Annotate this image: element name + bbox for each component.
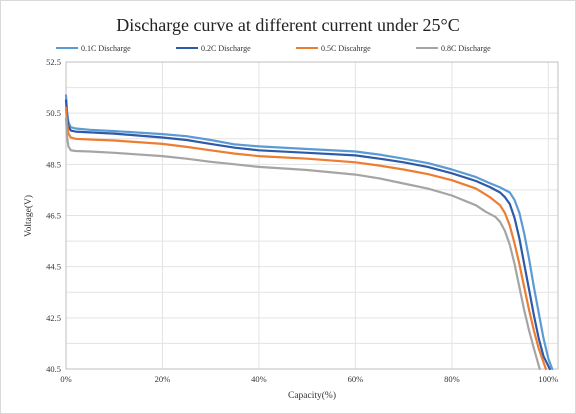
series-line	[64, 106, 548, 371]
legend-label: 0.5C Discahrge	[321, 44, 371, 53]
y-axis-label: Voltage(V)	[23, 195, 34, 237]
x-axis: 0% 20% 40% 60% 80% 100%	[60, 374, 558, 384]
x-tick-label: 40%	[251, 374, 267, 384]
y-tick-label: 48.5	[46, 159, 61, 169]
chart-title: Discharge curve at different current und…	[116, 15, 459, 35]
series-lines	[64, 94, 554, 371]
x-tick-label: 80%	[444, 374, 460, 384]
legend-label: 0.2C Discharge	[201, 44, 251, 53]
chart-grid	[65, 61, 558, 370]
y-tick-label: 44.5	[46, 262, 61, 272]
series-line	[64, 94, 554, 371]
y-axis: 40.5 42.5 44.5 46.5 48.5 50.5 52.5	[46, 57, 61, 374]
y-tick-label: 50.5	[46, 108, 61, 118]
y-tick-label: 42.5	[46, 313, 61, 323]
y-tick-label: 52.5	[46, 57, 61, 67]
x-axis-label: Capacity(%)	[288, 390, 336, 401]
x-tick-label: 60%	[348, 374, 364, 384]
chart-legend: 0.1C Discharge 0.2C Discharge 0.5C Discahr…	[56, 44, 491, 53]
x-tick-label: 0%	[60, 374, 71, 384]
series-line	[64, 117, 541, 371]
legend-label: 0.1C Discharge	[81, 44, 131, 53]
legend-label: 0.8C Discharge	[441, 44, 491, 53]
y-tick-label: 46.5	[46, 211, 61, 221]
series-line	[64, 99, 551, 371]
x-tick-label: 20%	[155, 374, 171, 384]
y-tick-label: 40.5	[46, 364, 61, 374]
x-tick-label: 100%	[538, 374, 558, 384]
plot-area	[65, 61, 559, 370]
